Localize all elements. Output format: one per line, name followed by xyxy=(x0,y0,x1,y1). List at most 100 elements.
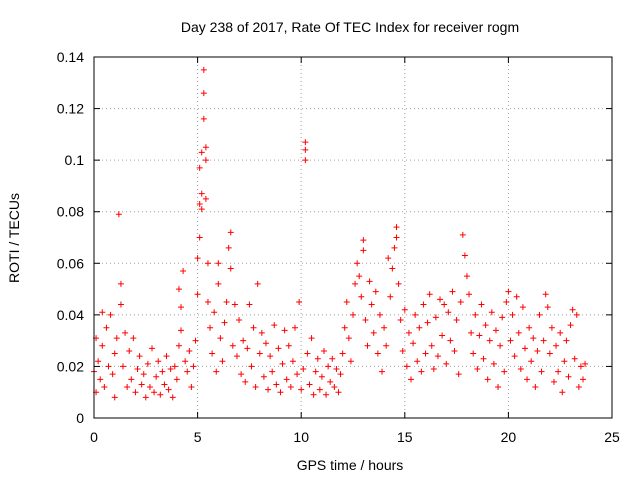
data-point xyxy=(219,358,226,365)
data-point xyxy=(565,373,572,380)
data-point xyxy=(200,90,207,97)
data-point xyxy=(461,252,468,259)
data-point xyxy=(381,324,388,331)
data-point xyxy=(503,298,510,305)
data-point xyxy=(325,363,332,370)
data-point xyxy=(95,358,102,365)
data-point xyxy=(536,311,543,318)
data-point xyxy=(327,378,334,385)
data-point xyxy=(296,298,303,305)
y-tick-label: 0.02 xyxy=(57,358,84,374)
data-point xyxy=(530,335,537,342)
data-point xyxy=(416,324,423,331)
data-point xyxy=(480,355,487,362)
data-point xyxy=(107,311,114,318)
data-point xyxy=(267,353,274,360)
x-tick-label: 10 xyxy=(293,429,309,445)
data-point xyxy=(379,368,386,375)
data-point xyxy=(393,224,400,231)
plot-frame xyxy=(93,56,613,419)
data-point xyxy=(204,260,211,267)
data-point xyxy=(155,358,162,365)
data-point xyxy=(99,342,106,349)
data-point xyxy=(490,360,497,367)
data-point xyxy=(194,255,201,262)
data-point xyxy=(302,139,309,146)
y-tick-label: 0.06 xyxy=(57,255,84,271)
data-point xyxy=(362,317,369,324)
data-point xyxy=(175,342,182,349)
data-point xyxy=(161,381,168,388)
data-point xyxy=(426,291,433,298)
data-point xyxy=(111,394,118,401)
data-point xyxy=(540,337,547,344)
data-point xyxy=(323,391,330,398)
data-point xyxy=(443,360,450,367)
data-point xyxy=(318,373,325,380)
data-point xyxy=(184,368,191,375)
data-point xyxy=(553,342,560,349)
data-point xyxy=(178,304,185,311)
data-point xyxy=(200,66,207,73)
data-point xyxy=(358,293,365,300)
data-point xyxy=(200,115,207,122)
data-point xyxy=(387,293,394,300)
data-point xyxy=(281,327,288,334)
data-point xyxy=(140,371,147,378)
data-point xyxy=(455,371,462,378)
data-point xyxy=(151,389,158,396)
data-point xyxy=(567,322,574,329)
data-point xyxy=(582,360,589,367)
data-point xyxy=(399,347,406,354)
chart-title: Day 238 of 2017, Rate Of TEC Index for r… xyxy=(181,19,519,35)
data-point xyxy=(298,386,305,393)
data-point xyxy=(414,358,421,365)
data-point xyxy=(223,298,230,305)
data-point xyxy=(524,376,531,383)
data-point xyxy=(532,384,539,391)
data-point xyxy=(117,280,124,287)
data-point xyxy=(352,280,359,287)
y-tick-label: 0.14 xyxy=(57,49,84,65)
data-point xyxy=(517,366,524,373)
data-point xyxy=(169,394,176,401)
data-point xyxy=(548,324,555,331)
data-point xyxy=(472,311,479,318)
data-point xyxy=(202,195,209,202)
data-point xyxy=(528,358,535,365)
data-point xyxy=(124,384,131,391)
data-point xyxy=(356,273,363,280)
data-point xyxy=(225,244,232,251)
x-tick-label: 15 xyxy=(397,429,413,445)
data-point xyxy=(192,337,199,344)
x-tick-label: 0 xyxy=(90,429,98,445)
data-point xyxy=(215,260,222,267)
data-point xyxy=(513,293,520,300)
data-point xyxy=(256,350,263,357)
data-point xyxy=(190,363,197,370)
data-point xyxy=(157,391,164,398)
data-point xyxy=(544,304,551,311)
data-point xyxy=(128,376,135,383)
data-point xyxy=(254,280,261,287)
data-point xyxy=(341,324,348,331)
data-point xyxy=(314,355,321,362)
data-point xyxy=(515,329,522,336)
data-point xyxy=(577,363,584,370)
data-point xyxy=(165,386,172,393)
data-point xyxy=(310,391,317,398)
data-point xyxy=(347,358,354,365)
data-point xyxy=(383,342,390,349)
data-point xyxy=(474,366,481,373)
data-point xyxy=(265,386,272,393)
data-point xyxy=(194,291,201,298)
data-point xyxy=(350,311,356,318)
data-point xyxy=(412,311,419,318)
data-point xyxy=(408,376,415,383)
data-point xyxy=(300,366,307,373)
data-point xyxy=(262,340,269,347)
data-point xyxy=(167,366,174,373)
data-point xyxy=(117,301,124,308)
data-point xyxy=(459,231,466,238)
data-point xyxy=(196,164,203,171)
